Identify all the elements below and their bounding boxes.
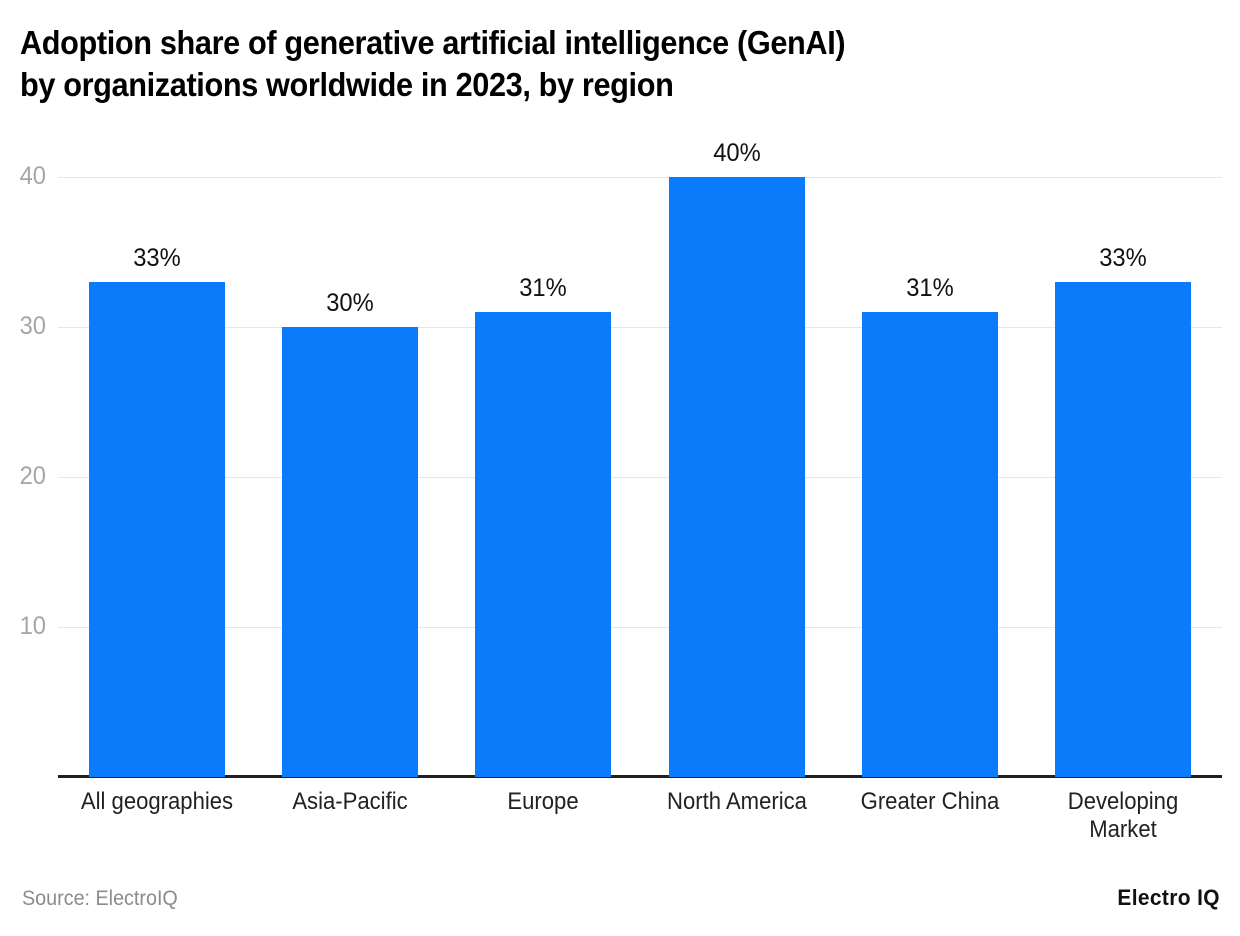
y-axis-tick-label: 30 bbox=[19, 312, 46, 340]
bar[interactable] bbox=[89, 282, 225, 777]
bar[interactable] bbox=[282, 327, 419, 777]
gridline-30 bbox=[58, 327, 1222, 328]
gridline-20 bbox=[58, 477, 1222, 478]
y-axis-tick-label: 10 bbox=[19, 612, 46, 640]
y-axis-tick-label: 40 bbox=[19, 162, 46, 190]
gridline-40 bbox=[58, 177, 1222, 178]
bar[interactable] bbox=[861, 312, 998, 777]
x-axis-category-label: Europe bbox=[507, 788, 579, 815]
page-title: Adoption share of generative artificial … bbox=[20, 24, 846, 103]
gridline-10 bbox=[58, 627, 1222, 628]
bar[interactable] bbox=[475, 312, 612, 777]
x-axis-category-label: Greater China bbox=[860, 788, 1000, 815]
bar-value-label: 31% bbox=[906, 274, 954, 302]
bar-value-label: 33% bbox=[133, 244, 181, 272]
bar-value-label: 40% bbox=[712, 139, 761, 167]
bar-value-label: 30% bbox=[326, 289, 374, 317]
bar[interactable] bbox=[668, 177, 805, 777]
source-note: Source: ElectroIQ bbox=[22, 887, 178, 910]
x-axis-category-label: Developing Market bbox=[1067, 788, 1179, 843]
x-axis-category-label: All geographies bbox=[80, 788, 234, 815]
bar-value-label: 33% bbox=[1099, 244, 1147, 272]
x-axis-category-label: North America bbox=[666, 788, 807, 815]
brand-logo: Electro IQ bbox=[1117, 885, 1220, 910]
x-axis-baseline bbox=[58, 775, 1222, 778]
y-axis-tick-label: 20 bbox=[19, 462, 46, 490]
bar-value-label: 31% bbox=[519, 274, 568, 302]
bar[interactable] bbox=[1055, 282, 1191, 777]
x-axis-category-label: Asia-Pacific bbox=[292, 788, 408, 815]
